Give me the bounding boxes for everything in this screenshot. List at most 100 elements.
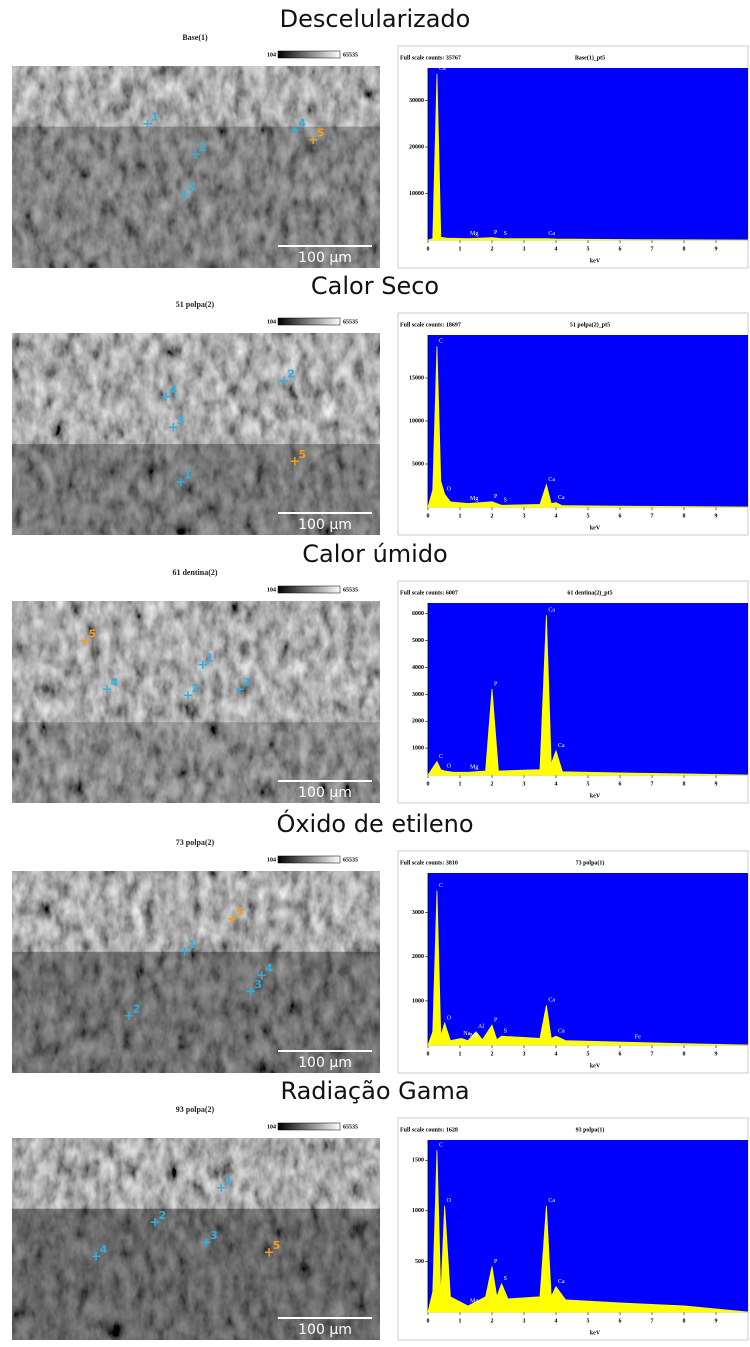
peak-label: Ca (548, 1198, 555, 1204)
x-tick-label: 5 (587, 246, 590, 252)
x-tick-label: 3 (523, 513, 526, 519)
peak-label: C (439, 339, 443, 345)
peak-label: C (439, 1142, 443, 1148)
x-tick-label: 0 (427, 1318, 430, 1324)
y-tick-label: 3000 (412, 692, 424, 698)
y-tick-label: 6000 (412, 611, 424, 617)
x-tick-label: 8 (683, 246, 686, 252)
scale-max: 65535 (343, 52, 358, 58)
plot-area (428, 1140, 748, 1312)
peak-label: O (447, 1015, 452, 1021)
x-tick-label: 1 (459, 1051, 462, 1057)
x-tick-label: 3 (523, 781, 526, 787)
x-tick-label: 9 (715, 246, 718, 252)
y-tick-label: 1500 (412, 1158, 424, 1164)
point-label: 4 (298, 117, 306, 130)
peak-label: C (439, 883, 443, 889)
x-tick-label: 4 (555, 781, 558, 787)
x-tick-label: 5 (587, 513, 590, 519)
peak-label: Mg (470, 496, 478, 502)
x-tick-label: 4 (555, 1318, 558, 1324)
x-tick-label: 8 (683, 513, 686, 519)
peak-label: Mg (470, 1298, 478, 1304)
y-tick-label: 10000 (409, 418, 424, 424)
scale-bar-label: 100 µm (298, 250, 352, 266)
header-left: Full scale counts: 35767 (400, 55, 461, 61)
header-right: Base(1)_pt5 (575, 54, 605, 61)
y-tick-label: 5000 (412, 461, 424, 467)
x-tick-label: 4 (555, 513, 558, 519)
x-axis-label: keV (590, 793, 601, 799)
panel-title: Calor úmido (302, 540, 448, 568)
sample-label: Base(1) (182, 33, 208, 42)
intensity-scale (278, 51, 340, 58)
x-axis-label: keV (590, 258, 601, 264)
point-label: 5 (273, 1239, 281, 1252)
x-tick-label: 4 (555, 246, 558, 252)
x-tick-label: 3 (523, 246, 526, 252)
x-tick-label: 5 (587, 781, 590, 787)
peak-label: Ca (548, 607, 555, 613)
intensity-scale (278, 1123, 340, 1130)
header-left: Full scale counts: 6007 (400, 590, 458, 596)
peak-label: Ca (558, 743, 565, 749)
plot-area (428, 873, 748, 1045)
point-label: 1 (188, 938, 196, 951)
x-tick-label: 1 (459, 781, 462, 787)
point-label: 3 (177, 414, 185, 427)
x-tick-label: 5 (587, 1051, 590, 1057)
x-tick-label: 6 (619, 1318, 622, 1324)
x-tick-label: 7 (651, 513, 654, 519)
scale-bar-label: 100 µm (298, 1322, 352, 1338)
scale-bar-label: 100 µm (298, 785, 352, 801)
y-tick-label: 2000 (412, 954, 424, 960)
y-tick-label: 500 (415, 1259, 424, 1265)
x-tick-label: 7 (651, 781, 654, 787)
peak-label: Mg (470, 231, 478, 237)
peak-label: Ca (548, 998, 555, 1004)
peak-label: Fe (635, 1035, 641, 1041)
figure: DescelularizadoBase(1)10465535100 µm+1+2… (0, 0, 750, 1347)
sample-label: 93 polpa(2) (176, 1105, 215, 1114)
x-axis-label: keV (590, 1330, 601, 1336)
header-right: 61 dentina(2)_pt5 (567, 589, 612, 596)
sample-label: 73 polpa(2) (176, 838, 215, 847)
x-axis-label: keV (590, 1063, 601, 1069)
x-axis-label: keV (590, 525, 601, 531)
peak-label: Ca (558, 495, 565, 501)
point-label: 3 (210, 1229, 218, 1242)
peak-label: S (504, 1276, 507, 1282)
scale-min: 104 (267, 319, 276, 325)
y-tick-label: 1000 (412, 746, 424, 752)
peak-label: Ca (558, 1279, 565, 1285)
x-tick-label: 0 (427, 1051, 430, 1057)
point-label: 1 (151, 111, 159, 124)
peak-label: O (447, 486, 452, 492)
y-tick-label: 30000 (409, 98, 424, 104)
x-tick-label: 1 (459, 513, 462, 519)
point-label: 5 (317, 127, 325, 140)
point-label: 4 (265, 962, 273, 975)
x-tick-label: 2 (491, 781, 494, 787)
scale-min: 104 (267, 587, 276, 593)
scale-max: 65535 (343, 319, 358, 325)
point-label: 1 (184, 468, 192, 481)
peak-label: S (504, 1029, 507, 1035)
x-tick-label: 6 (619, 1051, 622, 1057)
panel-title: Calor Seco (311, 272, 439, 300)
x-tick-label: 0 (427, 781, 430, 787)
point-label: 4 (111, 676, 119, 689)
x-tick-label: 6 (619, 246, 622, 252)
x-tick-label: 0 (427, 513, 430, 519)
x-tick-label: 7 (651, 1318, 654, 1324)
point-label: 2 (133, 1002, 141, 1015)
x-tick-label: 4 (555, 1051, 558, 1057)
point-label: 5 (298, 448, 306, 461)
x-tick-label: 9 (715, 1318, 718, 1324)
scale-min: 104 (267, 52, 276, 58)
point-label: 2 (192, 682, 200, 695)
y-tick-label: 10000 (409, 191, 424, 197)
point-label: 1 (225, 1174, 233, 1187)
panel-title: Descelularizado (280, 5, 471, 33)
x-tick-label: 2 (491, 246, 494, 252)
